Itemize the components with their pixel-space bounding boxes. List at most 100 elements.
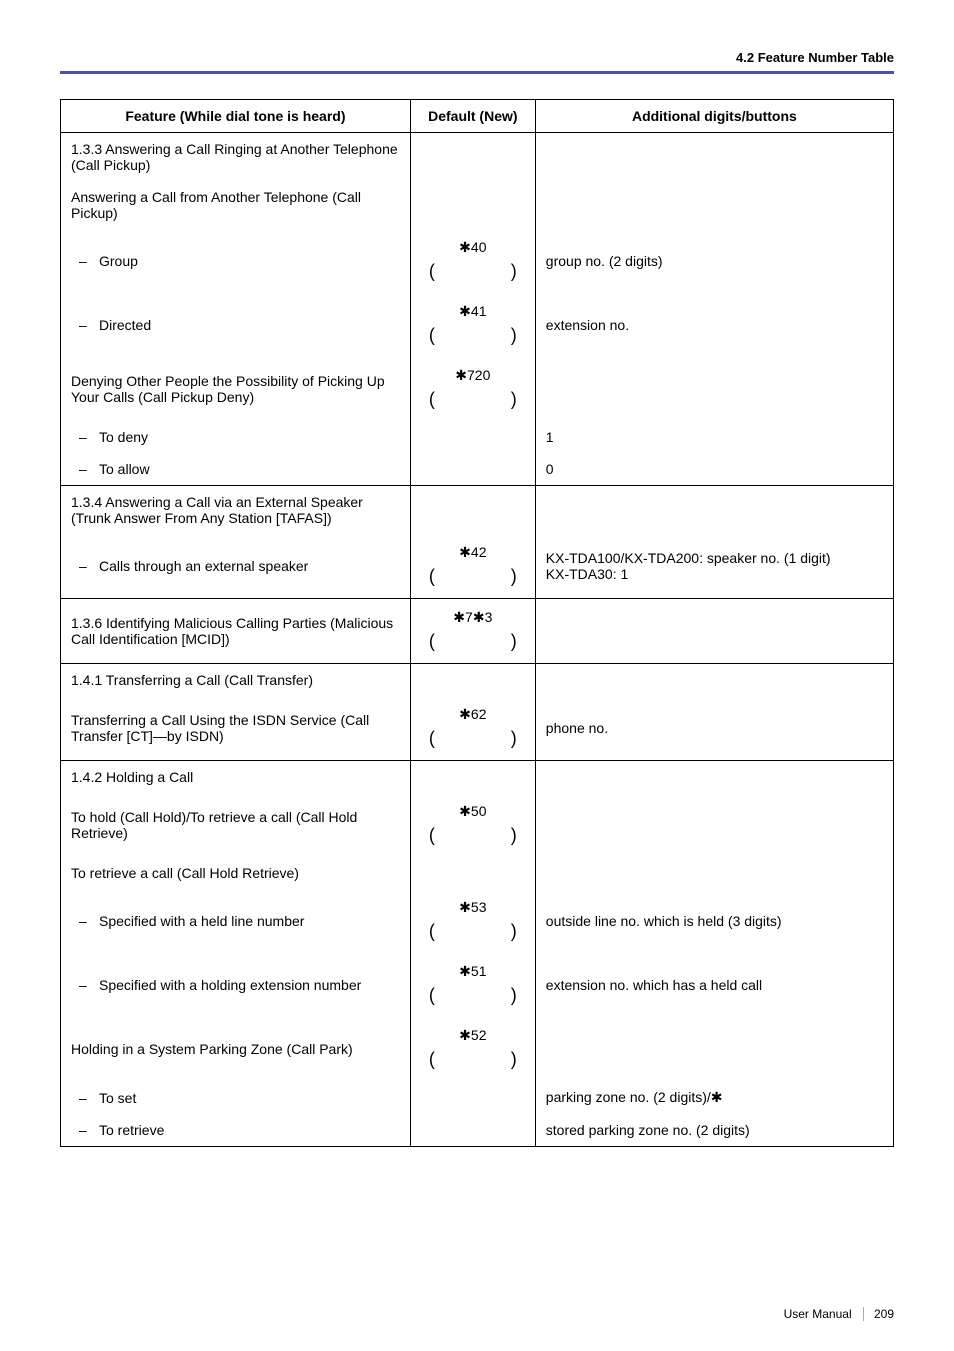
dash-icon: – xyxy=(79,253,87,269)
default-code: ✱720 xyxy=(421,365,525,386)
header-additional: Additional digits/buttons xyxy=(535,100,893,133)
additional-cell: phone no. xyxy=(535,696,893,761)
sub-item: –Specified with a holding extension numb… xyxy=(71,977,400,993)
default-code: ✱40 xyxy=(421,237,525,258)
sub-item: –Directed xyxy=(71,317,400,333)
default-cell xyxy=(410,181,535,229)
default-cell: ✱42 () xyxy=(410,534,535,599)
default-cell xyxy=(410,421,535,453)
feature-cell: Answering a Call from Another Telephone … xyxy=(61,181,411,229)
sub-label: Specified with a held line number xyxy=(99,913,304,929)
default-cell xyxy=(410,1114,535,1147)
table-row: –To retrieve stored parking zone no. (2 … xyxy=(61,1114,894,1147)
paren-line: () xyxy=(421,628,525,655)
feature-cell: Denying Other People the Possibility of … xyxy=(61,357,411,421)
dash-icon: – xyxy=(79,977,87,993)
table-row: 1.3.3 Answering a Call Ringing at Anothe… xyxy=(61,133,894,182)
feature-cell: 1.4.2 Holding a Call xyxy=(61,761,411,794)
table-row: –Specified with a held line number ✱53 (… xyxy=(61,889,894,953)
default-cell: ✱40 () xyxy=(410,229,535,293)
additional-cell xyxy=(535,133,893,182)
table-row: –Calls through an external speaker ✱42 (… xyxy=(61,534,894,599)
table-body: 1.3.3 Answering a Call Ringing at Anothe… xyxy=(61,133,894,1147)
table-row: 1.3.4 Answering a Call via an External S… xyxy=(61,486,894,535)
additional-cell xyxy=(535,357,893,421)
sub-item: –Group xyxy=(71,253,400,269)
default-code: ✱62 xyxy=(421,704,525,725)
default-code: ✱51 xyxy=(421,961,525,982)
additional-cell xyxy=(535,181,893,229)
feature-cell: –To retrieve xyxy=(61,1114,411,1147)
default-cell xyxy=(410,1081,535,1114)
sub-label: Specified with a holding extension numbe… xyxy=(99,977,361,993)
default-cell xyxy=(410,133,535,182)
feature-cell: –To set xyxy=(61,1081,411,1114)
table-row: –Specified with a holding extension numb… xyxy=(61,953,894,1017)
table-row: –To deny 1 xyxy=(61,421,894,453)
additional-cell xyxy=(535,857,893,889)
header-feature: Feature (While dial tone is heard) xyxy=(61,100,411,133)
default-cell: ✱50 () xyxy=(410,793,535,857)
sub-label: To allow xyxy=(99,461,150,477)
header-bar: 4.2 Feature Number Table xyxy=(60,50,894,74)
feature-cell: 1.4.1 Transferring a Call (Call Transfer… xyxy=(61,664,411,697)
feature-cell: 1.3.4 Answering a Call via an External S… xyxy=(61,486,411,535)
paren-line: () xyxy=(421,386,525,413)
sub-item: –Calls through an external speaker xyxy=(71,558,400,574)
default-cell xyxy=(410,486,535,535)
feature-cell: 1.3.6 Identifying Malicious Calling Part… xyxy=(61,599,411,664)
table-row: Answering a Call from Another Telephone … xyxy=(61,181,894,229)
feature-cell: –To allow xyxy=(61,453,411,486)
default-code: ✱50 xyxy=(421,801,525,822)
default-cell xyxy=(410,857,535,889)
sub-label: Directed xyxy=(99,317,151,333)
default-cell: ✱720 () xyxy=(410,357,535,421)
footer-page: 209 xyxy=(863,1307,894,1321)
feature-cell: Transferring a Call Using the ISDN Servi… xyxy=(61,696,411,761)
default-cell: ✱51 () xyxy=(410,953,535,1017)
feature-cell: To retrieve a call (Call Hold Retrieve) xyxy=(61,857,411,889)
paren-line: () xyxy=(421,322,525,349)
default-cell: ✱52 () xyxy=(410,1017,535,1081)
header-default: Default (New) xyxy=(410,100,535,133)
sub-label: To set xyxy=(99,1090,136,1106)
additional-cell xyxy=(535,793,893,857)
feature-cell: –Directed xyxy=(61,293,411,357)
default-code: ✱52 xyxy=(421,1025,525,1046)
additional-cell xyxy=(535,599,893,664)
paren-line: () xyxy=(421,822,525,849)
feature-cell: –Specified with a held line number xyxy=(61,889,411,953)
default-cell xyxy=(410,664,535,697)
default-cell: ✱62 () xyxy=(410,696,535,761)
additional-cell: stored parking zone no. (2 digits) xyxy=(535,1114,893,1147)
additional-cell: KX-TDA100/KX-TDA200: speaker no. (1 digi… xyxy=(535,534,893,599)
table-row: –Group ✱40 () group no. (2 digits) xyxy=(61,229,894,293)
additional-cell: 0 xyxy=(535,453,893,486)
page-footer: User Manual 209 xyxy=(784,1307,894,1321)
paren-line: () xyxy=(421,1046,525,1073)
dash-icon: – xyxy=(79,429,87,445)
footer-label: User Manual xyxy=(784,1307,852,1321)
paren-line: () xyxy=(421,982,525,1009)
feature-number-table: Feature (While dial tone is heard) Defau… xyxy=(60,99,894,1147)
dash-icon: – xyxy=(79,461,87,477)
sub-item: –Specified with a held line number xyxy=(71,913,400,929)
feature-cell: –Group xyxy=(61,229,411,293)
table-row: 1.3.6 Identifying Malicious Calling Part… xyxy=(61,599,894,664)
dash-icon: – xyxy=(79,558,87,574)
feature-cell: –Calls through an external speaker xyxy=(61,534,411,599)
table-row: –To set parking zone no. (2 digits)/✱ xyxy=(61,1081,894,1114)
dash-icon: – xyxy=(79,913,87,929)
sub-label: To retrieve xyxy=(99,1122,164,1138)
default-cell xyxy=(410,453,535,486)
default-code: ✱42 xyxy=(421,542,525,563)
table-row: Holding in a System Parking Zone (Call P… xyxy=(61,1017,894,1081)
paren-line: () xyxy=(421,258,525,285)
additional-cell xyxy=(535,761,893,794)
table-row: Denying Other People the Possibility of … xyxy=(61,357,894,421)
feature-cell: To hold (Call Hold)/To retrieve a call (… xyxy=(61,793,411,857)
table-row: To hold (Call Hold)/To retrieve a call (… xyxy=(61,793,894,857)
additional-cell xyxy=(535,664,893,697)
table-row: Transferring a Call Using the ISDN Servi… xyxy=(61,696,894,761)
feature-cell: –Specified with a holding extension numb… xyxy=(61,953,411,1017)
